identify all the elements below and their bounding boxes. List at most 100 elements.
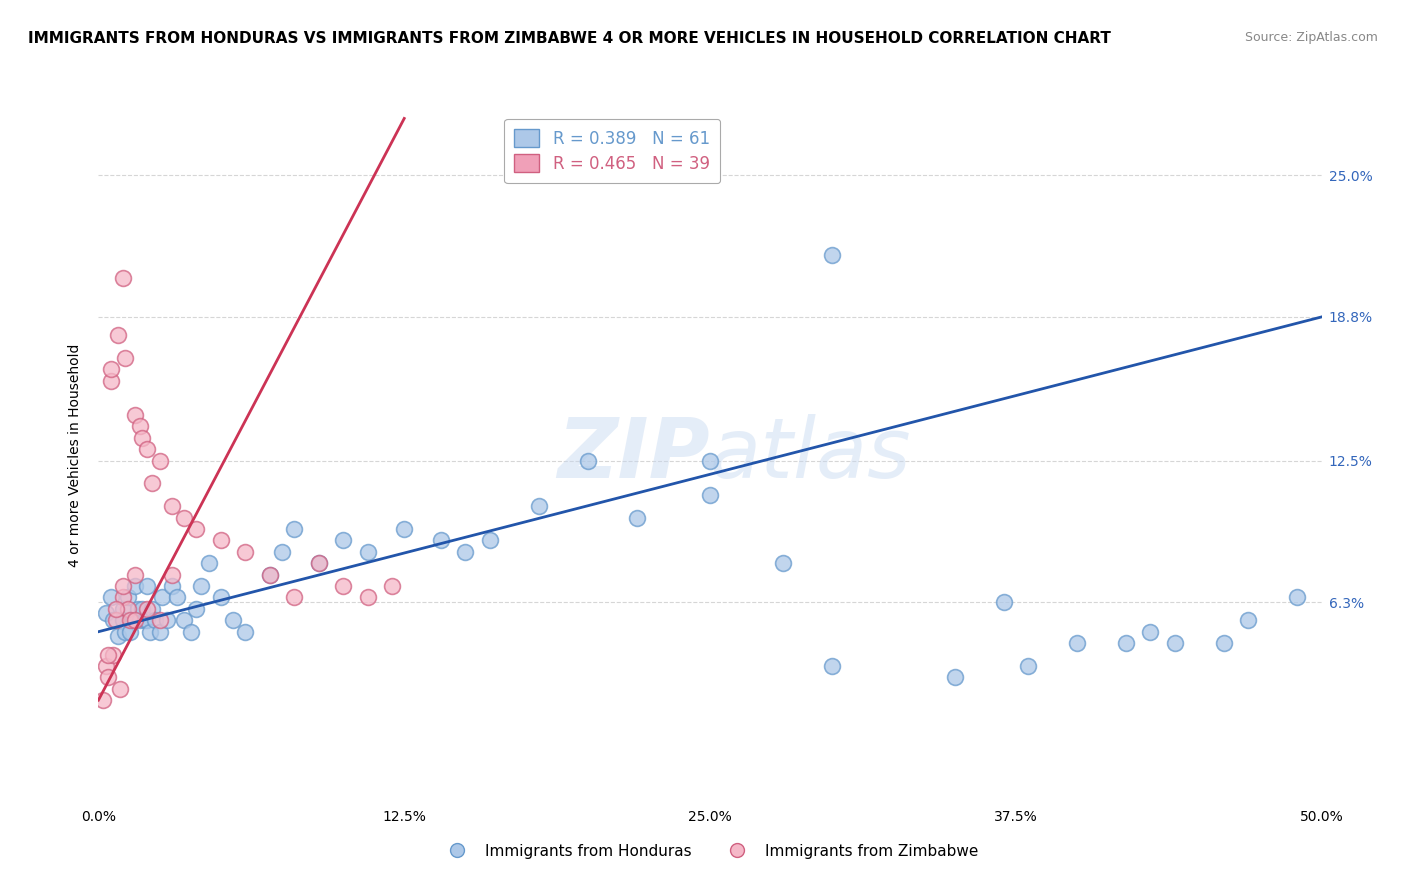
Point: [111, 579, 134, 593]
Point: [308, 556, 330, 570]
Point: [454, 545, 477, 559]
Point: [150, 591, 173, 605]
Point: [576, 453, 599, 467]
Point: [97, 670, 120, 684]
Point: [270, 545, 294, 559]
Point: [821, 659, 844, 673]
Point: [129, 419, 152, 434]
Point: [91, 693, 114, 707]
Point: [356, 591, 378, 605]
Point: [104, 602, 127, 616]
Point: [149, 453, 172, 467]
Point: [143, 613, 166, 627]
Point: [197, 556, 219, 570]
Point: [1017, 659, 1039, 673]
Point: [190, 579, 212, 593]
Point: [381, 579, 404, 593]
Point: [107, 629, 129, 643]
Point: [111, 271, 134, 285]
Point: [100, 374, 122, 388]
Point: [173, 613, 195, 627]
Point: [111, 591, 134, 605]
Point: [699, 488, 721, 502]
Text: IMMIGRANTS FROM HONDURAS VS IMMIGRANTS FROM ZIMBABWE 4 OR MORE VEHICLES IN HOUSE: IMMIGRANTS FROM HONDURAS VS IMMIGRANTS F…: [28, 31, 1111, 46]
Point: [1212, 636, 1234, 650]
Point: [129, 613, 152, 627]
Point: [97, 648, 120, 662]
Point: [430, 533, 453, 548]
Point: [100, 362, 122, 376]
Point: [332, 533, 354, 548]
Point: [141, 602, 163, 616]
Point: [156, 613, 179, 627]
Point: [111, 613, 134, 627]
Legend: Immigrants from Honduras, Immigrants from Zimbabwe: Immigrants from Honduras, Immigrants fro…: [436, 838, 984, 864]
Point: [136, 613, 159, 627]
Point: [1237, 613, 1260, 627]
Point: [821, 248, 844, 262]
Point: [186, 602, 208, 616]
Text: ZIP: ZIP: [557, 415, 710, 495]
Y-axis label: 4 or more Vehicles in Household: 4 or more Vehicles in Household: [69, 343, 83, 566]
Point: [209, 533, 232, 548]
Point: [124, 567, 146, 582]
Point: [527, 500, 550, 514]
Text: Source: ZipAtlas.com: Source: ZipAtlas.com: [1244, 31, 1378, 45]
Point: [131, 602, 153, 616]
Point: [356, 545, 378, 559]
Point: [478, 533, 501, 548]
Point: [131, 431, 153, 445]
Point: [1139, 624, 1161, 639]
Point: [94, 659, 117, 673]
Point: [120, 613, 142, 627]
Point: [308, 556, 330, 570]
Point: [104, 613, 127, 627]
Text: atlas: atlas: [710, 415, 911, 495]
Point: [124, 613, 146, 627]
Point: [186, 522, 208, 536]
Point: [136, 579, 159, 593]
Point: [180, 624, 202, 639]
Point: [1066, 636, 1088, 650]
Point: [233, 545, 256, 559]
Point: [283, 522, 305, 536]
Point: [392, 522, 416, 536]
Point: [160, 579, 183, 593]
Point: [149, 624, 172, 639]
Point: [993, 595, 1015, 609]
Point: [107, 328, 129, 343]
Point: [136, 602, 159, 616]
Point: [1164, 636, 1187, 650]
Point: [114, 351, 136, 365]
Point: [166, 591, 188, 605]
Point: [209, 591, 232, 605]
Point: [160, 567, 183, 582]
Point: [160, 500, 183, 514]
Point: [699, 453, 721, 467]
Point: [332, 579, 354, 593]
Point: [134, 613, 156, 627]
Point: [222, 613, 245, 627]
Point: [94, 607, 117, 621]
Point: [124, 408, 146, 422]
Point: [111, 602, 134, 616]
Point: [149, 613, 172, 627]
Point: [943, 670, 966, 684]
Point: [136, 442, 159, 457]
Point: [1286, 591, 1309, 605]
Point: [120, 624, 142, 639]
Point: [233, 624, 256, 639]
Point: [139, 624, 162, 639]
Point: [283, 591, 305, 605]
Point: [124, 579, 146, 593]
Point: [121, 613, 143, 627]
Point: [1115, 636, 1137, 650]
Point: [117, 591, 139, 605]
Point: [117, 602, 139, 616]
Point: [110, 681, 132, 696]
Point: [101, 648, 124, 662]
Point: [127, 602, 149, 616]
Point: [100, 591, 122, 605]
Point: [259, 567, 281, 582]
Point: [173, 510, 195, 524]
